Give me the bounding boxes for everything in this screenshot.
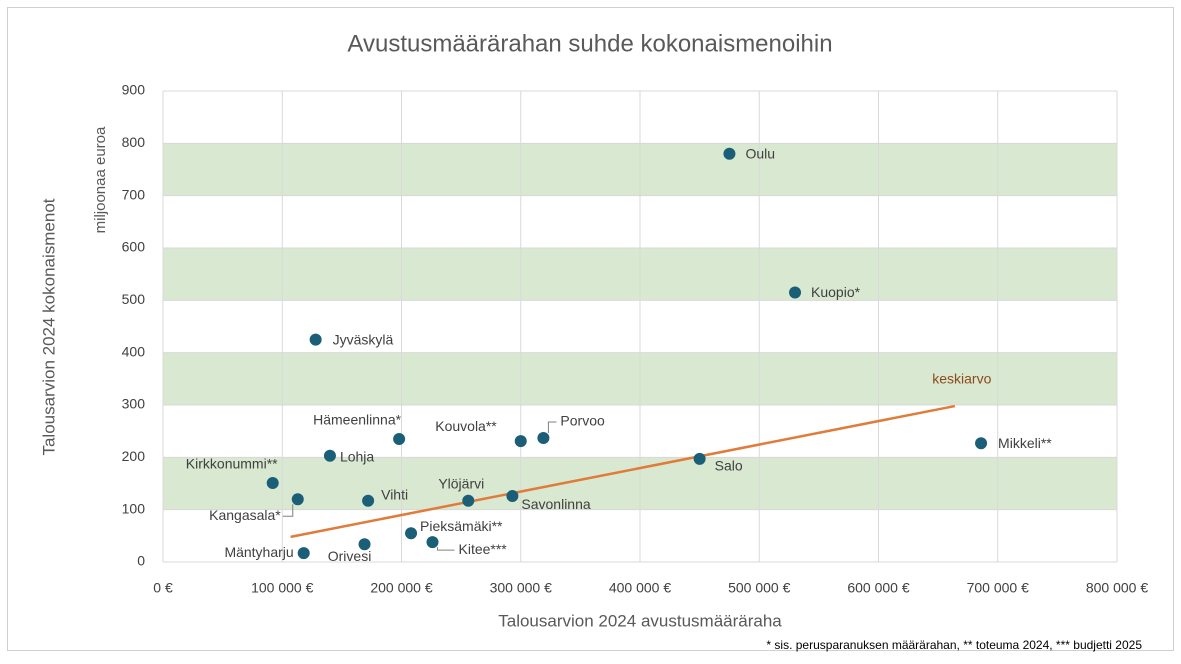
point-label: Porvoo xyxy=(560,413,605,429)
point-label: Kitee*** xyxy=(459,541,508,557)
point xyxy=(426,536,439,549)
point-label: Ylöjärvi xyxy=(438,475,484,491)
footnote: * sis. perusparanuksen määrärahan, ** to… xyxy=(766,638,1142,652)
point-label: Oulu xyxy=(745,146,775,162)
point xyxy=(362,494,375,507)
x-tick-label: 500 000 € xyxy=(728,580,790,596)
y-tick-label: 100 xyxy=(122,500,146,516)
point-label: Kirkkonummi** xyxy=(186,456,278,472)
y-tick-label: 300 xyxy=(122,396,146,412)
x-tick-label: 300 000 € xyxy=(490,580,552,596)
x-tick-label: 400 000 € xyxy=(609,580,671,596)
point-label: Vihti xyxy=(381,486,408,502)
point-label: Pieksämäki** xyxy=(420,518,503,534)
point-label: Orivesi xyxy=(328,548,372,564)
leader-line xyxy=(282,504,294,517)
x-tick-label: 600 000 € xyxy=(847,580,909,596)
x-axis-title: Talousarvion 2024 avustusmääräraha xyxy=(498,611,782,630)
y-axis-title: Talousarvion 2024 kokonaismenot xyxy=(39,198,58,455)
x-tick-label: 700 000 € xyxy=(967,580,1029,596)
point xyxy=(462,494,475,507)
trendline xyxy=(290,404,956,539)
point xyxy=(537,431,550,444)
point-label: Lohja xyxy=(340,448,374,464)
point xyxy=(291,493,304,506)
point xyxy=(309,333,322,346)
point-label: Kuopio* xyxy=(811,284,861,300)
y-tick-label: 400 xyxy=(122,343,146,359)
point-label: Mäntyharju xyxy=(224,544,293,560)
y-tick-label: 200 xyxy=(122,448,146,464)
y-tick-label: 600 xyxy=(122,239,146,255)
point xyxy=(506,490,519,503)
leader-line xyxy=(547,421,557,433)
point xyxy=(975,437,988,450)
point xyxy=(358,538,371,551)
point xyxy=(693,452,706,465)
point-label: Mikkeli** xyxy=(998,435,1052,451)
point xyxy=(723,147,736,160)
point-label: Salo xyxy=(715,458,743,474)
y-tick-label: 800 xyxy=(122,134,146,150)
leader-line xyxy=(437,547,455,551)
chart-frame xyxy=(7,7,1174,651)
point xyxy=(405,527,418,540)
point xyxy=(789,286,802,299)
chart-title: Avustusmäärärahan suhde kokonaismenoihin xyxy=(347,30,832,57)
point xyxy=(297,547,310,560)
point-label: Kouvola** xyxy=(435,418,497,434)
y-tick-label: 900 xyxy=(122,82,146,98)
point-label: Jyväskylä xyxy=(333,331,394,347)
point-label: Savonlinna xyxy=(521,496,590,512)
y-tick-label: 700 xyxy=(122,186,146,202)
y-tick-label: 500 xyxy=(122,291,146,307)
point xyxy=(393,433,406,446)
trendline-label: keskiarvo xyxy=(932,371,991,387)
x-tick-label: 100 000 € xyxy=(251,580,313,596)
point xyxy=(323,449,336,462)
point xyxy=(514,435,527,448)
point-label: Kangasala* xyxy=(209,507,281,523)
y-axis-unit: miljoonaa euroa xyxy=(92,126,109,233)
x-tick-label: 800 000 € xyxy=(1086,580,1148,596)
x-tick-label: 200 000 € xyxy=(370,580,432,596)
y-tick-label: 0 xyxy=(137,553,145,569)
point-label: Hämeenlinna* xyxy=(313,412,401,428)
x-tick-label: 0 € xyxy=(153,580,173,596)
point xyxy=(266,476,279,489)
